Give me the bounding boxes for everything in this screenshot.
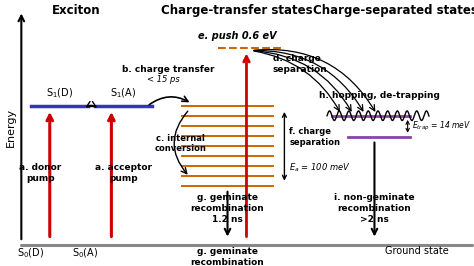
Text: S$_1$(A): S$_1$(A) — [110, 86, 137, 100]
Text: e. push 0.6 eV: e. push 0.6 eV — [198, 31, 276, 41]
Text: $E_a$ = 100 meV: $E_a$ = 100 meV — [289, 161, 351, 174]
Text: a. acceptor
pump: a. acceptor pump — [95, 163, 152, 182]
Text: S$_1$(D): S$_1$(D) — [46, 86, 73, 100]
Text: i. non-geminate
recombination
>2 ns: i. non-geminate recombination >2 ns — [334, 193, 415, 224]
Text: Charge-transfer states: Charge-transfer states — [161, 4, 313, 17]
Text: h. hopping, de-trapping: h. hopping, de-trapping — [319, 91, 440, 100]
Text: b. charge transfer: b. charge transfer — [122, 65, 215, 74]
Text: Charge-separated states: Charge-separated states — [313, 4, 474, 17]
Text: Energy: Energy — [5, 108, 16, 147]
Text: d. charge
separation: d. charge separation — [273, 54, 328, 73]
Text: c. internal
conversion: c. internal conversion — [154, 134, 206, 153]
Text: < 15 ps: < 15 ps — [147, 75, 180, 84]
Text: S$_0$(A): S$_0$(A) — [72, 246, 99, 260]
Text: S$_0$(D): S$_0$(D) — [17, 246, 45, 260]
Text: $E_{trap}$ = 14 meV: $E_{trap}$ = 14 meV — [412, 120, 472, 133]
Text: Ground state: Ground state — [385, 246, 449, 256]
Text: g. geminate
recombination
1.2 ns: g. geminate recombination 1.2 ns — [191, 247, 264, 266]
Text: g. geminate
recombination
1.2 ns: g. geminate recombination 1.2 ns — [191, 193, 264, 224]
Text: Exciton: Exciton — [52, 4, 100, 17]
Text: f. charge
separation: f. charge separation — [289, 127, 340, 147]
Text: a. donor
pump: a. donor pump — [19, 163, 62, 182]
